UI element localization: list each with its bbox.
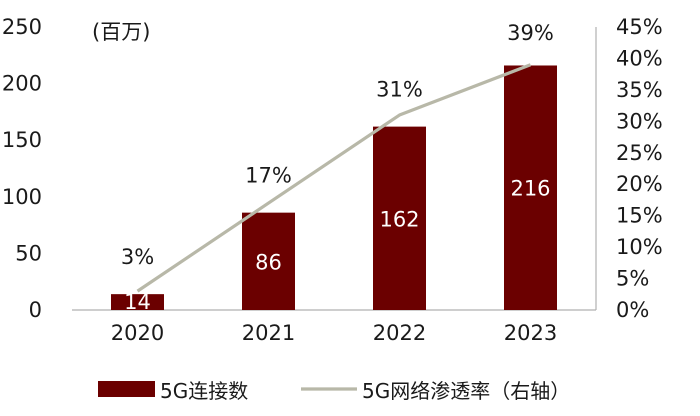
y-right-tick-label: 10%: [616, 235, 663, 259]
line-value-label: 17%: [245, 164, 292, 188]
bar-value-label: 162: [379, 207, 419, 231]
bar: [242, 212, 295, 310]
line-series: [136, 63, 532, 293]
y-right-tick-label: 25%: [616, 141, 663, 165]
y-right-tick-label: 45%: [616, 15, 663, 39]
bar-series: [111, 65, 557, 310]
y-right-tick-label: 0%: [616, 298, 649, 322]
y-left-tick-label: 250: [2, 15, 42, 39]
y-right-tick-label: 35%: [616, 78, 663, 102]
y-right-tick-label: 40%: [616, 46, 663, 70]
chart-axes: 2020 2021 2022 2023 0 50 100 150 200 250 (百万) 0% 5% 1…: [2, 15, 663, 345]
y-left-tick-label: 100: [2, 185, 42, 209]
bar-value-label: 86: [255, 250, 282, 274]
legend-bar-swatch: [98, 381, 155, 397]
y-left-unit-label: (百万): [92, 20, 150, 44]
line-value-label: 39%: [507, 21, 554, 45]
x-tick-label: 2020: [111, 321, 164, 345]
x-tick-label: 2023: [504, 321, 557, 345]
x-tick-label: 2021: [242, 321, 295, 345]
legend-line-label: 5G网络渗透率（右轴）: [362, 379, 570, 403]
y-left-tick-label: 50: [15, 241, 42, 265]
y-right-tick-label: 30%: [616, 109, 663, 133]
y-left-tick-label: 0: [29, 298, 42, 322]
y-left-tick-label: 150: [2, 128, 42, 152]
penetration-line: [136, 63, 532, 293]
legend: 5G连接数 5G网络渗透率（右轴）: [98, 379, 570, 403]
bar-value-label: 14: [124, 290, 151, 314]
legend-bar-label: 5G连接数: [160, 379, 248, 403]
line-value-label: 31%: [376, 78, 423, 102]
y-right-tick-label: 20%: [616, 172, 663, 196]
y-right-tick-label: 15%: [616, 204, 663, 228]
x-tick-label: 2022: [373, 321, 426, 345]
bar: [504, 65, 557, 310]
data-labels: 14 86 162 216 3% 17% 31% 39%: [121, 21, 554, 314]
line-value-label: 3%: [121, 245, 154, 269]
bar: [373, 126, 426, 310]
y-left-tick-label: 200: [2, 72, 42, 96]
bar: [111, 294, 164, 310]
y-right-tick-label: 5%: [616, 267, 649, 291]
bar-value-label: 216: [510, 177, 550, 201]
